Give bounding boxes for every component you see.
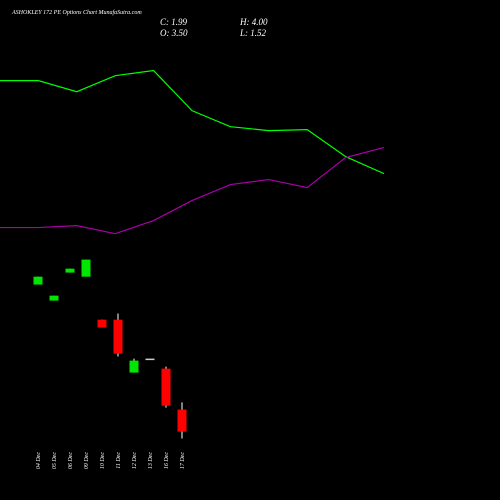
x-tick-label: 13 Dec (148, 452, 154, 469)
candle-body (65, 268, 75, 273)
line-series (0, 69, 385, 175)
candle-body (129, 360, 139, 373)
candle-body (81, 259, 91, 277)
candle-body (177, 409, 187, 432)
candle-body (33, 276, 43, 285)
x-tick-label: 11 Dec (116, 452, 122, 469)
x-tick-label: 09 Dec (84, 452, 90, 469)
candle-body (97, 319, 107, 328)
x-tick-label: 04 Dec (35, 452, 42, 469)
info-low: L: 1.52 (239, 28, 267, 38)
x-tick-label: 17 Dec (180, 452, 186, 469)
candle-body (49, 295, 59, 301)
info-open: O: 3.50 (160, 28, 188, 38)
chart-title: ASHOKLEY 172 PE Options Chart MunafaSutr… (11, 9, 142, 16)
candle-body (161, 368, 171, 406)
info-close: C: 1.99 (160, 17, 188, 27)
x-tick-label: 12 Dec (132, 452, 138, 469)
x-tick-label: 06 Dec (68, 452, 74, 469)
x-tick-label: 16 Dec (164, 452, 170, 469)
candle-body (113, 319, 123, 354)
line-series (0, 146, 385, 235)
x-tick-label: 05 Dec (52, 452, 58, 469)
candle-body (145, 358, 155, 361)
info-high: H: 4.00 (239, 17, 268, 27)
x-tick-label: 10 Dec (100, 452, 106, 469)
